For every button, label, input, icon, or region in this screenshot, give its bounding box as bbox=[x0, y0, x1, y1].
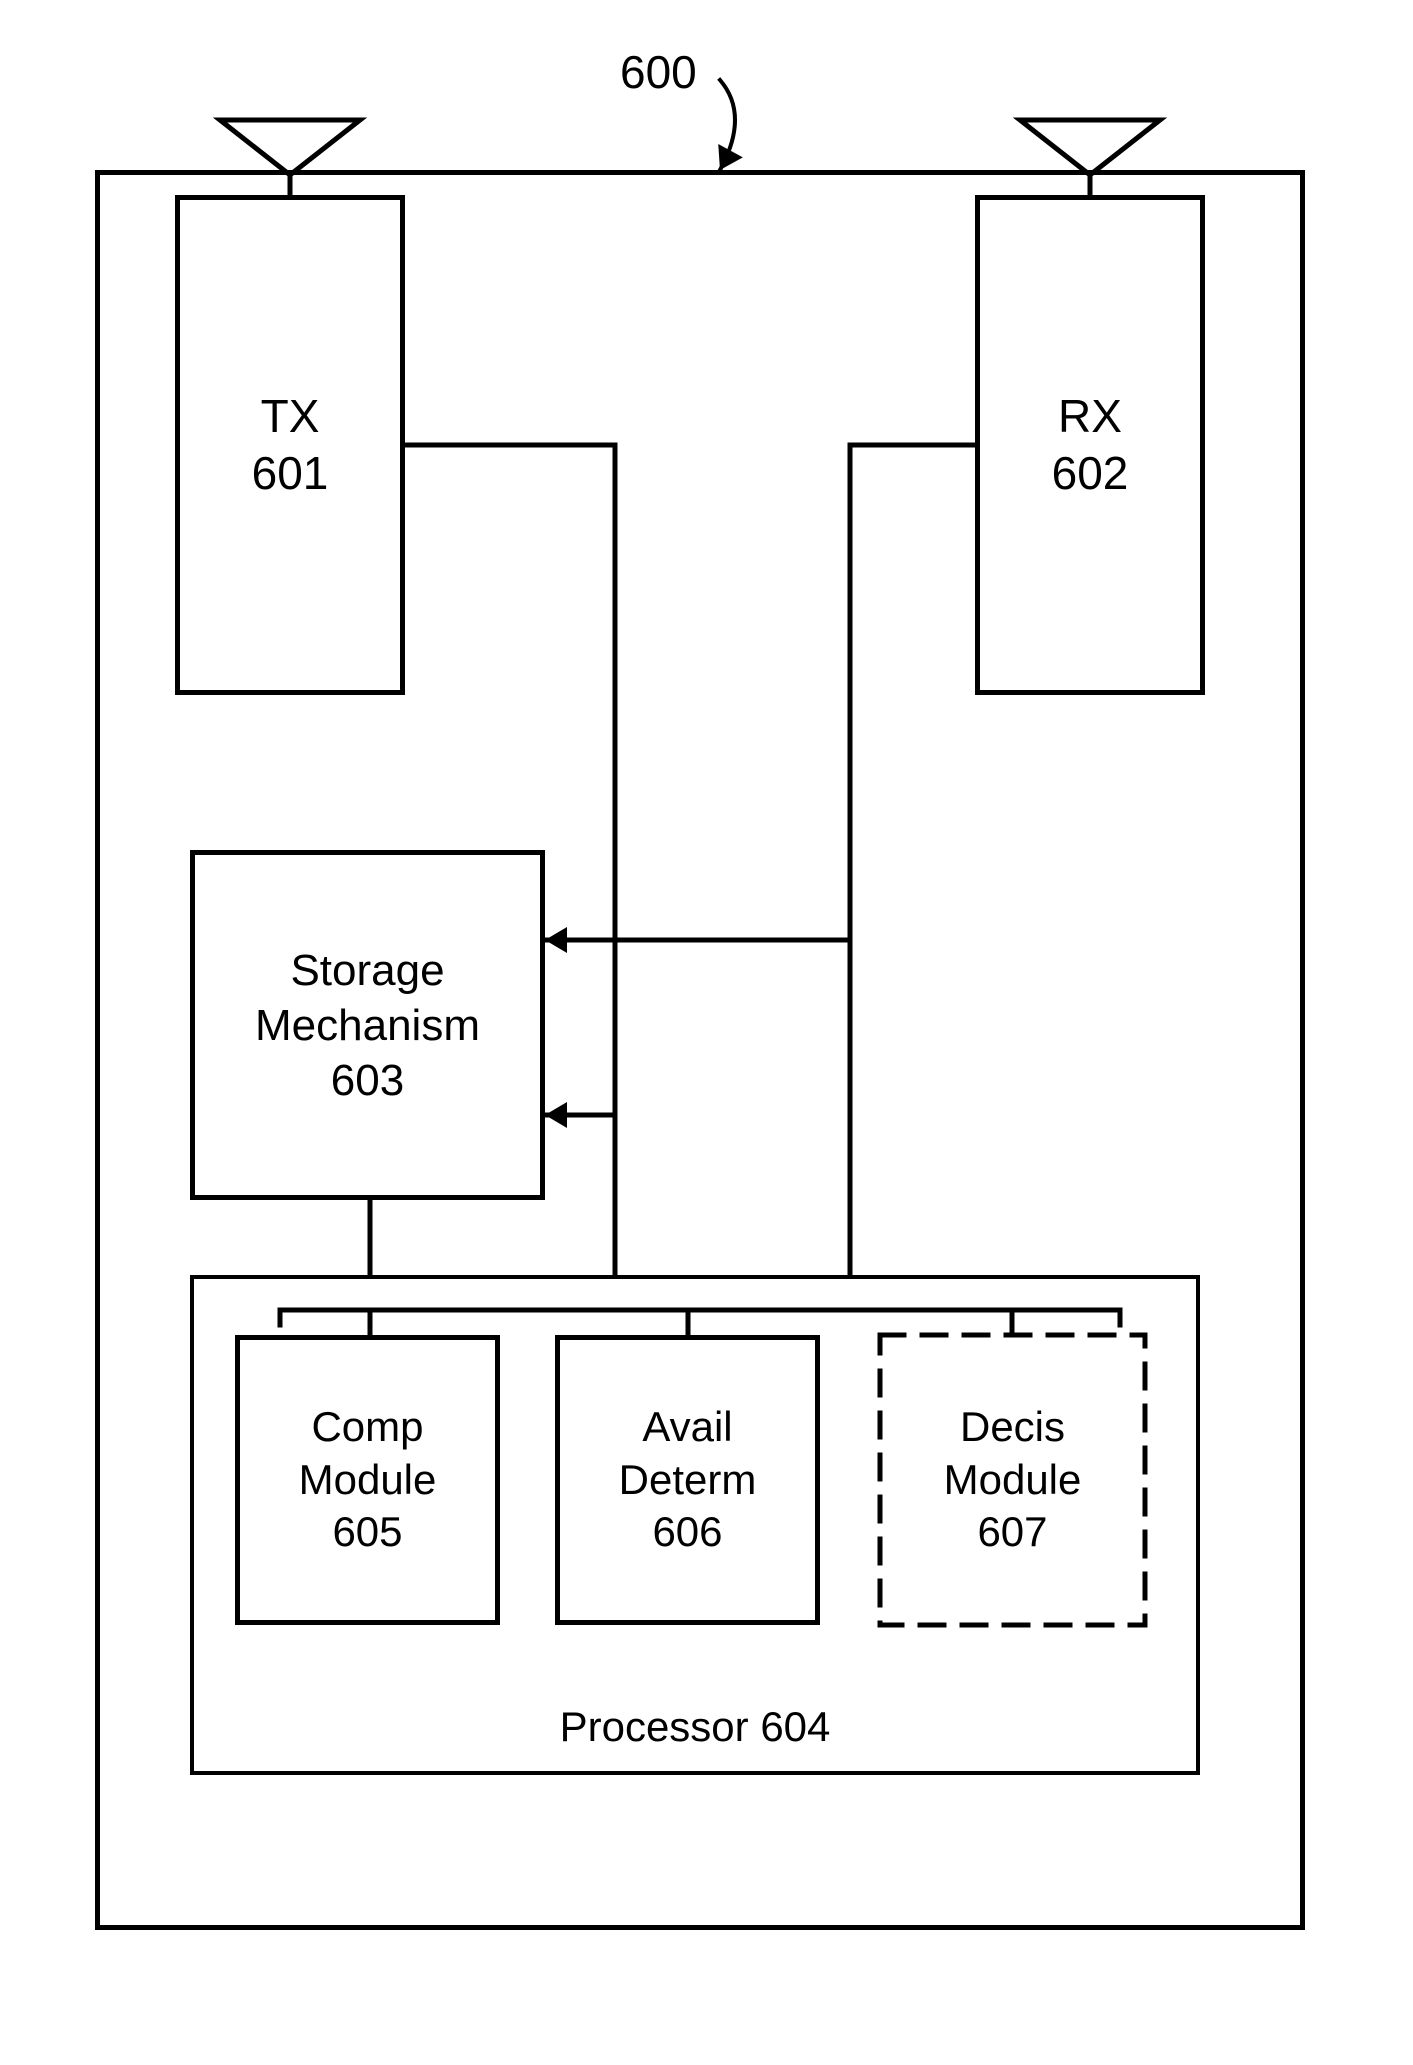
comp-line3: 605 bbox=[332, 1506, 402, 1559]
tx-line1: TX bbox=[261, 388, 320, 446]
comp-line1: Comp bbox=[311, 1401, 423, 1454]
avail-line3: 606 bbox=[652, 1506, 722, 1559]
tx-line2: 601 bbox=[252, 445, 329, 503]
storage-block: Storage Mechanism 603 bbox=[190, 850, 545, 1200]
storage-line1: Storage bbox=[290, 943, 444, 998]
rx-block: RX 602 bbox=[975, 195, 1205, 695]
processor-label: Processor 604 bbox=[560, 1701, 831, 1754]
decis-line3: 607 bbox=[977, 1506, 1047, 1559]
rx-line2: 602 bbox=[1052, 445, 1129, 503]
storage-line2: Mechanism bbox=[255, 998, 480, 1053]
avail-determ-block: Avail Determ 606 bbox=[555, 1335, 820, 1625]
decis-line1: Decis bbox=[960, 1401, 1065, 1454]
comp-line2: Module bbox=[299, 1454, 437, 1507]
avail-line1: Avail bbox=[642, 1401, 732, 1454]
system-label: 600 bbox=[620, 45, 697, 99]
comp-module-block: Comp Module 605 bbox=[235, 1335, 500, 1625]
diagram-canvas: 600 TX 601 RX 602 Storage Mechanism 603 … bbox=[0, 0, 1413, 2065]
decis-line2: Module bbox=[944, 1454, 1082, 1507]
tx-block: TX 601 bbox=[175, 195, 405, 695]
rx-line1: RX bbox=[1058, 388, 1122, 446]
decis-module-block: Decis Module 607 bbox=[880, 1335, 1145, 1625]
storage-line3: 603 bbox=[331, 1053, 404, 1108]
avail-line2: Determ bbox=[619, 1454, 757, 1507]
